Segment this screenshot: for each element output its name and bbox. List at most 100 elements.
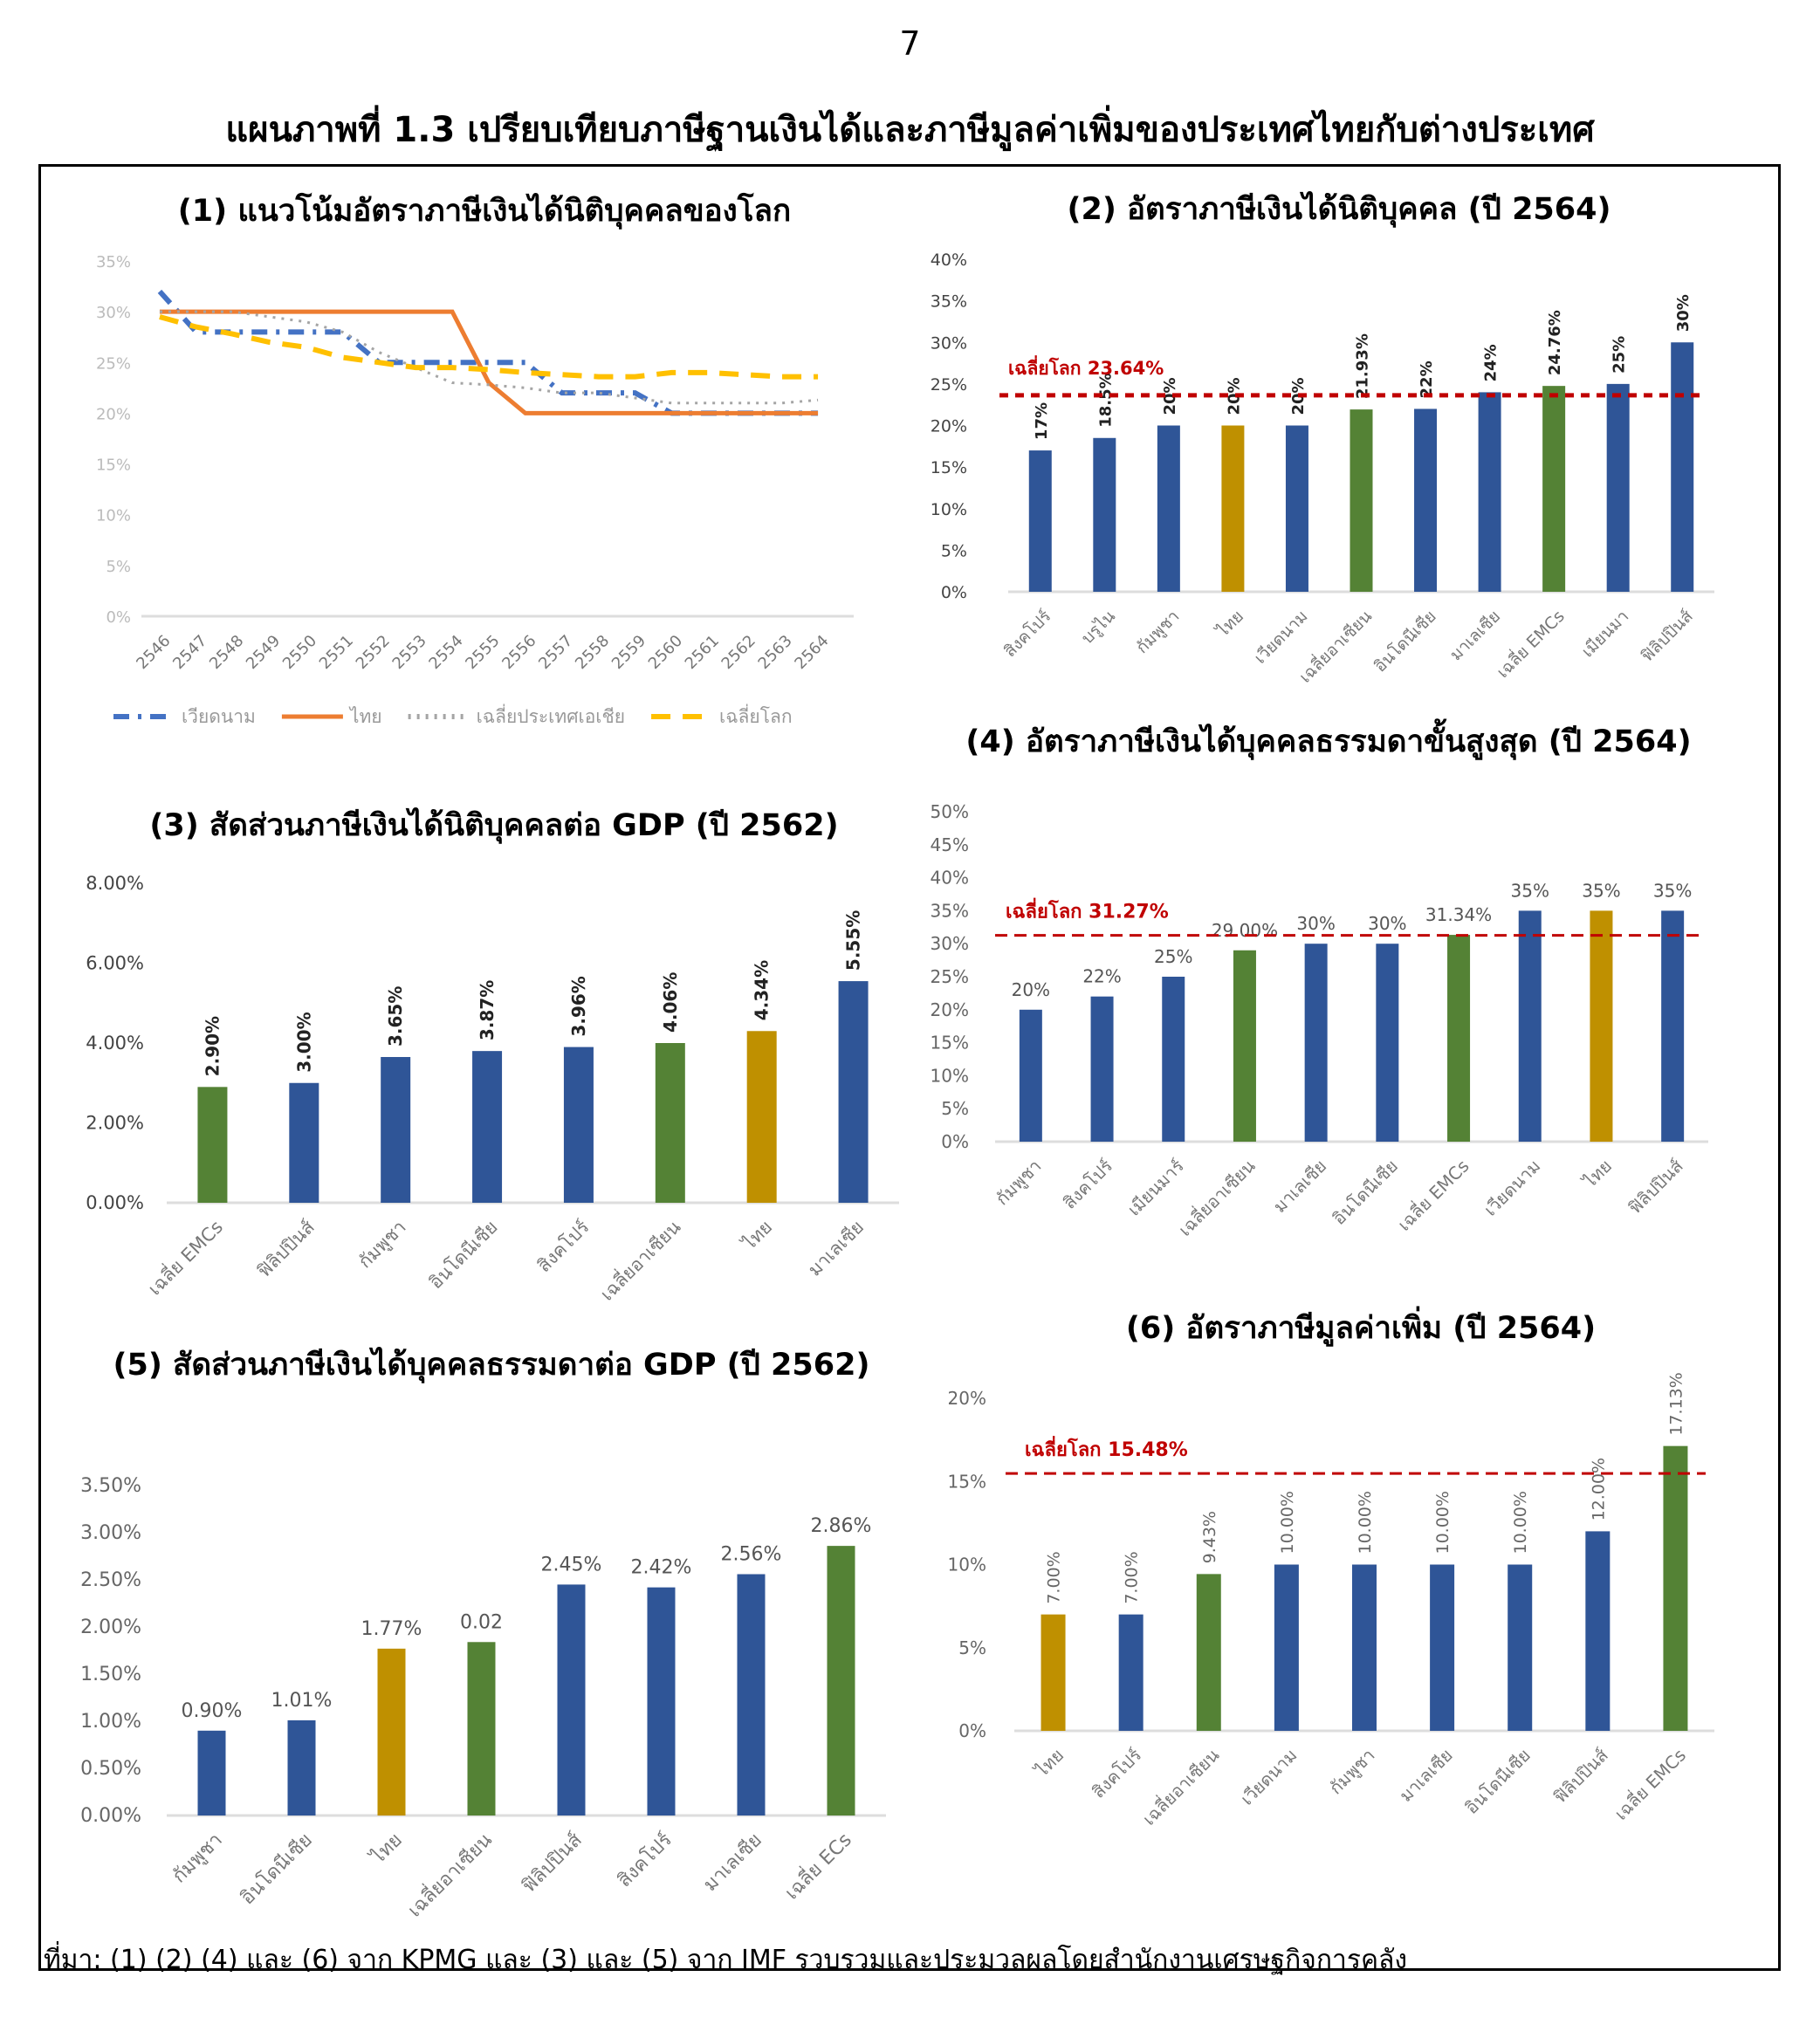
y-tick-label: 2.00% <box>86 1113 144 1134</box>
bar-มาเลเซีย <box>737 1574 766 1816</box>
data-label: 22% <box>1082 966 1121 987</box>
y-tick-label: 40% <box>931 868 969 889</box>
y-tick-label: 5% <box>958 1637 986 1658</box>
y-tick-label: 3.50% <box>80 1475 141 1497</box>
x-tick-label: 2559 <box>608 632 649 673</box>
bar-เฉลี่ย EMCs <box>197 1087 228 1203</box>
bar-เฉลี่ย EMCs <box>1663 1445 1688 1731</box>
y-tick-label: 0% <box>106 608 131 627</box>
data-label: 3.87% <box>477 980 498 1040</box>
data-label: 35% <box>1653 880 1692 901</box>
data-label: 4.06% <box>660 972 681 1033</box>
x-tick-label: 2549 <box>243 632 284 673</box>
x-tick-label: เวียดนาม <box>1251 607 1312 668</box>
data-label: 1.01% <box>271 1690 333 1712</box>
x-tick-label: อินโดนีเซีย <box>425 1217 502 1294</box>
data-label: 10.00% <box>1511 1491 1530 1554</box>
data-label: 2.86% <box>811 1515 872 1537</box>
x-tick-label: กัมพูชา <box>354 1217 411 1273</box>
legend-label: ไทย <box>348 706 382 727</box>
data-label: 3.96% <box>568 976 589 1036</box>
bar-ไทย <box>377 1648 406 1816</box>
data-label: 24.76% <box>1546 310 1564 375</box>
line-series-เฉลี่ยโลก <box>159 314 819 380</box>
bar-เฉลี่ยอาเซียน <box>1233 950 1256 1142</box>
bar-เฉลี่ยอาเซียน <box>1350 409 1373 592</box>
bar-เวียดนาม <box>1285 425 1308 592</box>
data-label: 29.00% <box>1212 920 1278 941</box>
x-tick-label: เฉลี่ย EMCs <box>142 1215 227 1300</box>
data-label: 2.45% <box>541 1554 602 1575</box>
x-tick-label: 2552 <box>353 632 394 673</box>
y-tick-label: 15% <box>948 1471 986 1492</box>
data-label: 1.77% <box>361 1618 422 1640</box>
x-tick-label: เฉลี่ยอาเซียน <box>1137 1743 1224 1829</box>
x-tick-label: มาเลเซีย <box>1269 1156 1330 1217</box>
y-tick-label: 20% <box>948 1388 986 1409</box>
bar-อินโดนีเซีย <box>1508 1564 1533 1731</box>
x-tick-label: 2547 <box>169 632 210 673</box>
x-tick-label: เฉลี่ย EMCs <box>1491 605 1568 682</box>
bar-อินโดนีเซีย <box>1376 944 1399 1142</box>
line-series-เฉลี่ยประเทศเอเชีย <box>159 310 819 405</box>
data-label: 3.65% <box>385 986 406 1047</box>
bar-สิงคโปร์ <box>647 1587 676 1816</box>
chart-2-title: (2) อัตราภาษีเงินได้นิติบุคคล (ปี 2564) <box>1067 192 1611 227</box>
y-tick-label: 0.50% <box>80 1758 141 1780</box>
data-label: 7.00% <box>1045 1551 1064 1603</box>
chart-4-title: (4) อัตราภาษีเงินได้บุคคลธรรมดาขั้นสูงสุ… <box>965 724 1692 759</box>
y-tick-label: 5% <box>941 1098 969 1119</box>
x-tick-label: สิงคโปร์ <box>999 606 1054 661</box>
x-tick-label: สิงคโปร์ <box>1059 1155 1116 1212</box>
bar-ฟิลิปปินส์ <box>1585 1531 1611 1731</box>
chart-3-title: (3) สัดส่วนภาษีเงินได้นิติบุคคลต่อ GDP (… <box>149 808 839 843</box>
x-tick-label: ฟิลิปปินส์ <box>519 1829 587 1898</box>
x-tick-label: กัมพูชา <box>168 1829 227 1888</box>
y-tick-label: 3.00% <box>80 1522 141 1544</box>
data-label: 2.56% <box>721 1544 782 1566</box>
legend-label: เฉลี่ยประเทศเอเชีย <box>477 704 625 727</box>
x-tick-label: ไทย <box>1578 1156 1616 1193</box>
x-tick-label: สิงคโปร์ <box>533 1217 594 1277</box>
x-tick-label: ฟิลิปปินส์ <box>1624 1156 1687 1218</box>
y-tick-label: 6.00% <box>86 953 144 974</box>
bar-เฉลี่ยอาเซียน <box>467 1642 496 1816</box>
bar-ฟิลิปปินส์ <box>1661 910 1685 1142</box>
x-tick-label: มาเลเซีย <box>1446 607 1504 664</box>
data-label: 21.93% <box>1354 333 1372 399</box>
page-number: 7 <box>899 24 921 63</box>
data-label: 12.00% <box>1589 1458 1608 1520</box>
chart-1-title: (1) แนวโน้มอัตราภาษีเงินได้นิติบุคคลของโ… <box>177 194 792 229</box>
x-tick-label: 2563 <box>755 632 796 673</box>
bar-ไทย <box>1221 425 1245 592</box>
bar-กัมพูชา <box>1157 425 1180 592</box>
x-tick-label: 2555 <box>462 632 503 673</box>
data-label: 20% <box>1225 377 1243 415</box>
x-tick-label: ไทย <box>366 1829 407 1870</box>
x-tick-label: เฉลี่ย EMCs <box>1609 1743 1690 1824</box>
x-tick-label: อินโดนีเซีย <box>1329 1156 1402 1229</box>
bar-เฉลี่ย EMCs <box>1542 386 1566 592</box>
x-tick-label: 2564 <box>791 632 832 673</box>
y-tick-label: 30% <box>931 933 969 954</box>
data-label: 30% <box>1368 913 1406 934</box>
chart-5-title: (5) สัดส่วนภาษีเงินได้บุคคลธรรมดาต่อ GDP… <box>113 1348 870 1383</box>
x-tick-label: เวียดนาม <box>1236 1745 1301 1809</box>
x-tick-label: กัมพูชา <box>992 1156 1046 1210</box>
y-tick-label: 0% <box>941 1131 969 1152</box>
x-tick-label: 2557 <box>535 632 576 673</box>
data-label: 4.34% <box>752 960 773 1020</box>
y-tick-label: 40% <box>931 251 967 270</box>
line-series-ไทย <box>159 309 819 415</box>
bar-กัมพูชา <box>381 1057 411 1203</box>
y-tick-label: 10% <box>931 1065 969 1086</box>
bar-เมียนมาร์ <box>1162 977 1185 1142</box>
y-tick-label: 2.50% <box>80 1569 141 1591</box>
bar-สิงคโปร์ <box>1028 450 1052 592</box>
y-tick-label: 35% <box>931 900 969 921</box>
legend-label: เฉลี่ยโลก <box>719 704 793 727</box>
y-tick-label: 10% <box>931 500 967 519</box>
y-tick-label: 5% <box>941 541 967 560</box>
x-tick-label: ไทย <box>738 1217 776 1255</box>
y-tick-label: 0% <box>941 583 967 602</box>
